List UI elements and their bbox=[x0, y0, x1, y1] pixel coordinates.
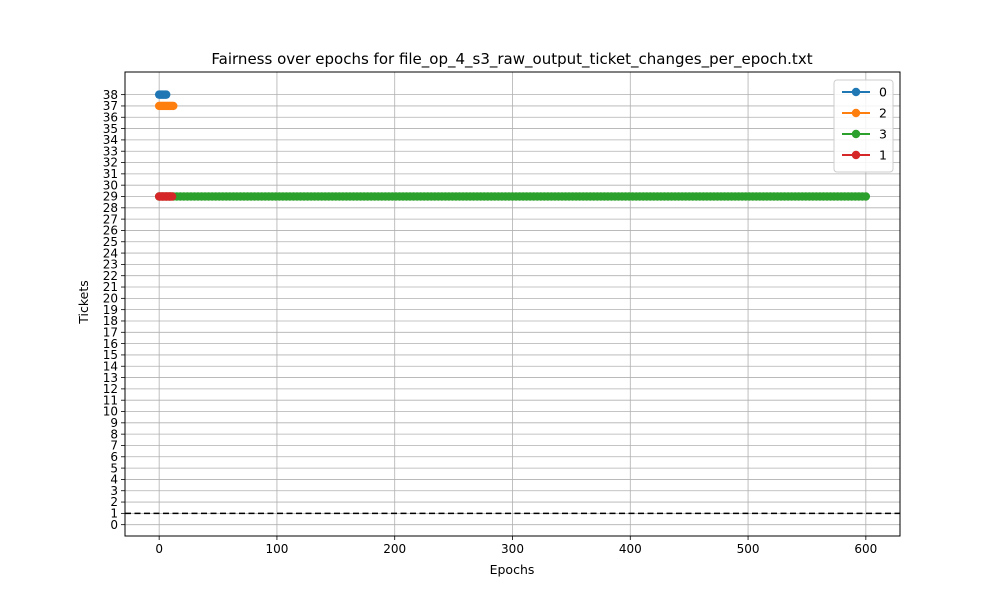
axes-group: 0 100 200 300 400 500 600012345678910111213141… bbox=[103, 71, 901, 556]
y-tick-label: 8 bbox=[110, 427, 118, 441]
y-tick-label: 16 bbox=[103, 337, 118, 351]
y-tick-label: 24 bbox=[103, 246, 118, 260]
y-tick-label: 20 bbox=[103, 292, 118, 306]
y-tick-label: 11 bbox=[103, 393, 118, 407]
x-tick-label: 0 bbox=[155, 542, 163, 556]
series-3 bbox=[154, 192, 871, 201]
y-tick-label: 7 bbox=[110, 439, 118, 453]
y-tick-label: 27 bbox=[103, 212, 118, 226]
y-tick-label: 12 bbox=[103, 382, 118, 396]
y-tick-label: 2 bbox=[110, 495, 118, 509]
data-point bbox=[169, 101, 178, 111]
series-group bbox=[154, 90, 871, 201]
x-tick-label: 200 bbox=[383, 542, 406, 556]
legend-box bbox=[833, 79, 894, 173]
y-tick-label: 10 bbox=[103, 405, 118, 419]
y-tick-label: 1 bbox=[110, 507, 118, 521]
y-tick-label: 3 bbox=[110, 484, 118, 498]
x-tick-label: 400 bbox=[619, 542, 642, 556]
legend-label: 3 bbox=[879, 127, 887, 142]
data-point bbox=[162, 90, 171, 99]
legend-marker bbox=[851, 150, 861, 160]
y-tick-label: 4 bbox=[110, 473, 118, 487]
data-point bbox=[861, 192, 871, 201]
grid-lines bbox=[125, 72, 900, 536]
y-tick-label: 23 bbox=[103, 258, 118, 272]
y-tick-label: 28 bbox=[103, 201, 118, 215]
y-tick-label: 17 bbox=[103, 325, 118, 339]
y-tick-label: 31 bbox=[103, 167, 118, 181]
legend-label: 0 bbox=[879, 85, 887, 100]
y-tick-label: 15 bbox=[103, 348, 118, 362]
x-tick-label: 100 bbox=[265, 542, 288, 556]
legend-label: 2 bbox=[879, 106, 887, 121]
y-tick-label: 37 bbox=[103, 99, 118, 113]
y-tick-label: 22 bbox=[103, 269, 118, 283]
legend-marker bbox=[851, 87, 861, 97]
y-tick-label: 34 bbox=[103, 133, 118, 147]
legend-item: 1 bbox=[842, 148, 887, 163]
series-0 bbox=[154, 90, 171, 99]
y-tick-label: 33 bbox=[103, 144, 118, 158]
y-tick-label: 29 bbox=[103, 190, 118, 204]
legend-marker bbox=[851, 108, 861, 118]
y-tick-label: 5 bbox=[110, 461, 118, 475]
y-tick-label: 0 bbox=[110, 518, 118, 532]
y-tick-label: 21 bbox=[103, 280, 118, 294]
legend-marker bbox=[851, 129, 861, 139]
y-tick-label: 38 bbox=[103, 88, 118, 102]
x-tick-label: 600 bbox=[854, 542, 877, 556]
series-1 bbox=[154, 192, 177, 201]
y-tick-label: 26 bbox=[103, 224, 118, 238]
y-axis-label: Tickets bbox=[76, 280, 91, 325]
legend: 0 2 3 1 bbox=[833, 79, 894, 173]
y-tick-label: 30 bbox=[103, 178, 118, 192]
x-tick-label: 300 bbox=[501, 542, 524, 556]
x-axis-label: Epochs bbox=[490, 562, 535, 577]
series-2 bbox=[154, 101, 178, 111]
y-tick-label: 19 bbox=[103, 303, 118, 317]
y-tick-label: 6 bbox=[110, 450, 118, 464]
x-tick-label: 500 bbox=[737, 542, 760, 556]
legend-item: 3 bbox=[842, 127, 887, 142]
y-tick-label: 35 bbox=[103, 122, 118, 136]
y-tick-label: 18 bbox=[103, 314, 118, 328]
chart-title: Fairness over epochs for file_op_4_s3_ra… bbox=[211, 50, 812, 69]
data-point bbox=[167, 192, 177, 201]
y-tick-label: 25 bbox=[103, 235, 118, 249]
legend-item: 2 bbox=[842, 106, 887, 121]
y-tick-label: 13 bbox=[103, 371, 118, 385]
legend-item: 0 bbox=[842, 85, 887, 100]
y-tick-label: 9 bbox=[110, 416, 118, 430]
y-tick-label: 36 bbox=[103, 110, 118, 124]
legend-label: 1 bbox=[879, 148, 887, 163]
y-tick-label: 14 bbox=[103, 359, 118, 373]
y-tick-label: 32 bbox=[103, 156, 118, 170]
